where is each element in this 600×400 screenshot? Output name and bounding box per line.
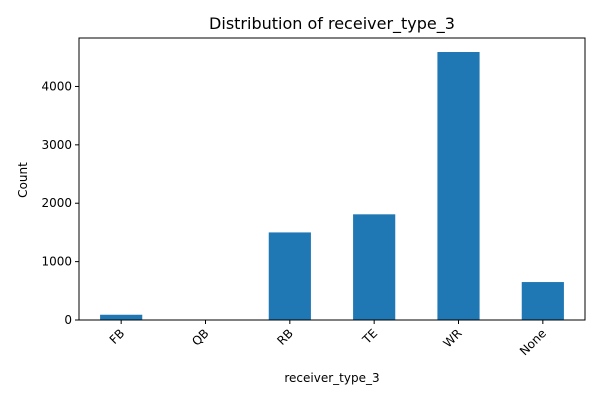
y-tick-label: 0 xyxy=(64,313,72,327)
x-tick-label: QB xyxy=(189,326,211,348)
x-axis: FB QB RB TE WR None xyxy=(107,320,549,358)
plot-area-frame xyxy=(78,37,586,321)
x-tick-label: WR xyxy=(440,326,464,350)
chart-title: Distribution of receiver_type_3 xyxy=(209,14,455,34)
bar-rb xyxy=(268,232,311,320)
bar-te xyxy=(353,214,396,320)
x-tick-label: TE xyxy=(359,326,380,347)
y-axis: 0 1000 2000 3000 4000 xyxy=(41,79,79,327)
y-tick-label: 3000 xyxy=(41,138,72,152)
y-tick-label: 4000 xyxy=(41,79,72,93)
bar-wr xyxy=(437,52,480,320)
x-axis-title: receiver_type_3 xyxy=(284,371,379,385)
bars-group xyxy=(100,52,564,320)
y-tick-label: 2000 xyxy=(41,196,72,210)
bar-fb xyxy=(100,314,143,320)
x-tick-label: RB xyxy=(274,326,296,348)
y-axis-title: Count xyxy=(16,162,30,198)
x-tick-label: FB xyxy=(107,326,128,347)
bar-none xyxy=(521,282,564,320)
y-tick-label: 1000 xyxy=(41,255,72,269)
x-tick-label: None xyxy=(517,326,549,358)
